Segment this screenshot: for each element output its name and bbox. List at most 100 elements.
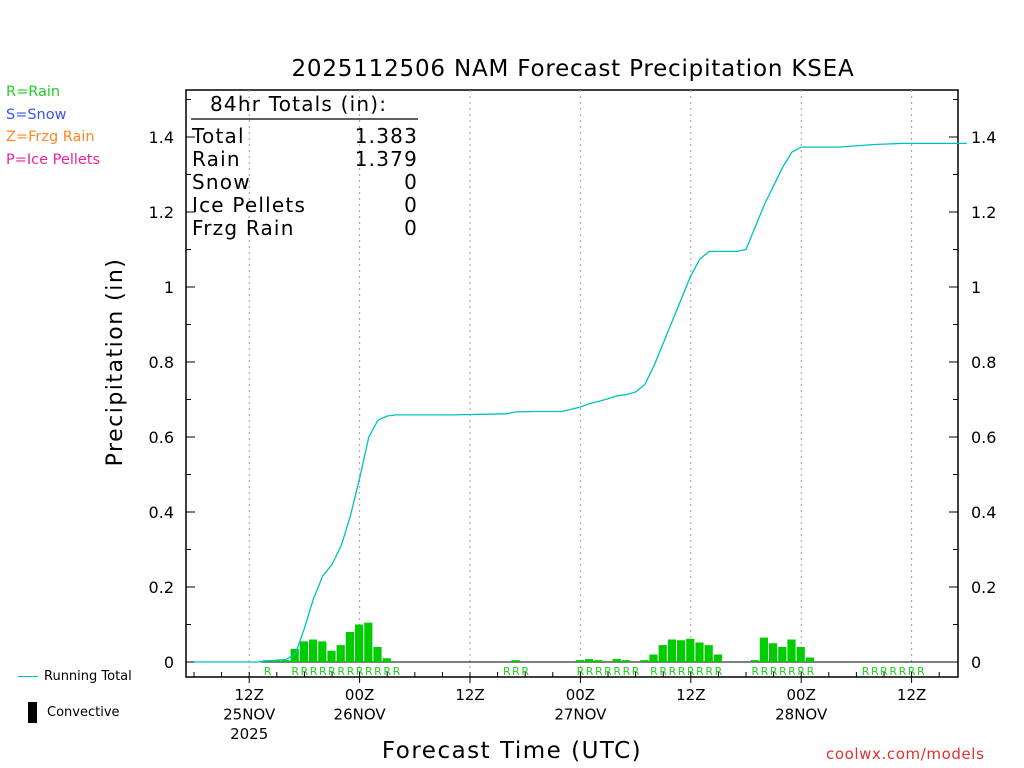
- precip-type-letter: R: [779, 665, 787, 678]
- x-tick-label: 12Z: [676, 686, 705, 704]
- precip-type-letter: R: [899, 665, 907, 678]
- precip-bar: [318, 641, 327, 662]
- precip-bar: [640, 660, 649, 662]
- precip-type-letter: R: [705, 665, 713, 678]
- chart-title: 2025112506 NAM Forecast Precipitation KS…: [292, 56, 855, 82]
- precip-type-letter: R: [889, 665, 897, 678]
- precip-bar: [649, 654, 658, 662]
- precip-type-letter: R: [328, 665, 336, 678]
- precip-bar: [778, 647, 787, 662]
- precip-type-letter: R: [291, 665, 299, 678]
- precip-type-letter: R: [310, 665, 318, 678]
- precip-type-letter: R: [577, 665, 585, 678]
- x-tick-label: 12Z: [235, 686, 264, 704]
- y-axis-label: Precipitation (in): [103, 258, 128, 467]
- y-tick-label-right: 1.2: [971, 203, 996, 222]
- precip-bar: [658, 645, 667, 662]
- precip-type-letter: R: [632, 665, 640, 678]
- totals-row-value: 1.383: [355, 124, 418, 148]
- precip-type-letter: R: [669, 665, 677, 678]
- precip-type-letter: R: [337, 665, 345, 678]
- precip-type-letter: R: [761, 665, 769, 678]
- precip-bar: [713, 654, 722, 662]
- precip-bar: [575, 660, 584, 662]
- y-tick-label-right: 0.6: [971, 428, 996, 447]
- precip-bar: [585, 659, 594, 662]
- y-tick-label-left: 0.2: [149, 578, 174, 597]
- precip-type-letter: R: [696, 665, 704, 678]
- running-total-legend: Running Total: [18, 669, 132, 684]
- precip-type-letter: R: [687, 665, 695, 678]
- y-tick-label-left: 1: [164, 278, 174, 297]
- running-total-legend-label: Running Total: [44, 669, 132, 684]
- precip-bar: [272, 660, 281, 662]
- convective-swatch: [28, 702, 37, 723]
- y-tick-label-right: 0.8: [971, 353, 996, 372]
- totals-row-value: 0: [404, 216, 418, 240]
- y-tick-label-left: 0: [164, 653, 174, 672]
- convective-legend: Convective: [18, 702, 120, 723]
- precip-bar: [769, 643, 778, 662]
- legend-frzg-rain: Z=Frzg Rain: [6, 129, 95, 146]
- totals-row-value: 0: [404, 193, 418, 217]
- precip-type-letter: R: [613, 665, 621, 678]
- totals-row-label: Snow: [192, 170, 251, 194]
- precip-bar: [677, 640, 686, 662]
- precip-type-letter: R: [356, 665, 364, 678]
- precip-bar: [299, 641, 308, 662]
- precip-bar: [704, 645, 713, 662]
- precip-bar: [805, 657, 814, 662]
- precip-bar: [594, 660, 603, 662]
- site-credit: coolwx.com/models: [826, 745, 985, 763]
- precip-type-letter: R: [751, 665, 759, 678]
- x-tick-label: 12Z: [455, 686, 484, 704]
- precip-bar: [373, 647, 382, 662]
- y-tick-label-right: 1.4: [971, 128, 996, 147]
- totals-row-value: 0: [404, 170, 418, 194]
- precip-bar: [511, 660, 520, 662]
- precip-type-letter: R: [393, 665, 401, 678]
- precip-bar: [355, 624, 364, 662]
- x-tick-label: 12Z: [897, 686, 926, 704]
- precip-type-letter: R: [264, 665, 272, 678]
- legend-rain: R=Rain: [6, 84, 61, 100]
- x-tick-label: 00Z: [787, 686, 816, 704]
- precip-bar: [667, 639, 676, 662]
- precip-type-letter: R: [880, 665, 888, 678]
- precip-bar: [695, 642, 704, 662]
- x-tick-label: 00Z: [345, 686, 374, 704]
- x-tick-label: 25NOV: [223, 706, 276, 724]
- precip-type-letter: R: [770, 665, 778, 678]
- y-tick-label-right: 0.2: [971, 578, 996, 597]
- totals-header: 84hr Totals (in):: [210, 92, 387, 116]
- running-total-swatch: [18, 676, 38, 677]
- precip-type-letter: R: [319, 665, 327, 678]
- precip-type-letter: R: [512, 665, 520, 678]
- x-tick-label: 00Z: [566, 686, 595, 704]
- precip-type-letter: R: [383, 665, 391, 678]
- precip-type-letter: R: [595, 665, 603, 678]
- precip-type-letter: R: [374, 665, 382, 678]
- y-tick-label-left: 1.4: [149, 128, 174, 147]
- precip-type-letter: R: [917, 665, 925, 678]
- precip-bar: [750, 660, 759, 662]
- precip-bar: [612, 659, 621, 662]
- precip-bar: [382, 658, 391, 662]
- precip-bar: [327, 650, 336, 662]
- legend-snow: S=Snow: [6, 106, 67, 123]
- y-tick-label-right: 0: [971, 653, 981, 672]
- precip-type-letter: R: [659, 665, 667, 678]
- precip-bar: [787, 639, 796, 662]
- y-tick-label-left: 0.8: [149, 353, 174, 372]
- y-tick-label-left: 1.2: [149, 203, 174, 222]
- y-tick-label-right: 1: [971, 278, 981, 297]
- precip-type-letter: R: [650, 665, 658, 678]
- y-tick-label-left: 0.4: [149, 503, 174, 522]
- precip-type-letter: R: [871, 665, 879, 678]
- precip-type-letter: R: [862, 665, 870, 678]
- precip-type-letter: R: [347, 665, 355, 678]
- totals-row-label: Frzg Rain: [192, 216, 295, 240]
- precip-type-letter: R: [678, 665, 686, 678]
